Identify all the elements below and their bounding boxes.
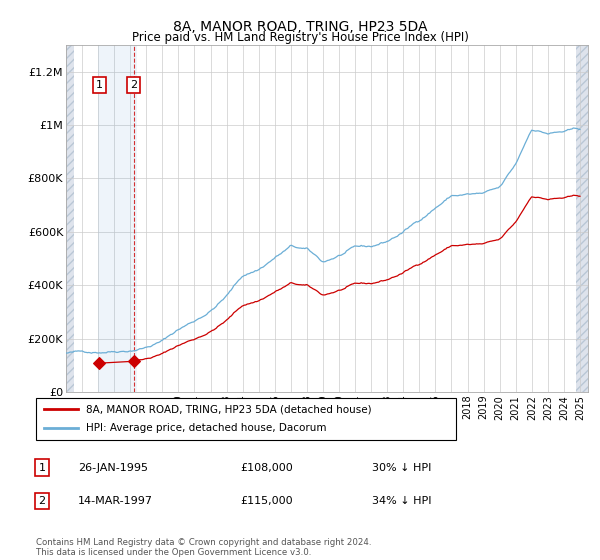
Text: HPI: Average price, detached house, Dacorum: HPI: Average price, detached house, Daco…	[86, 423, 327, 433]
Text: 1: 1	[38, 463, 46, 473]
Text: 14-MAR-1997: 14-MAR-1997	[78, 496, 153, 506]
Text: 26-JAN-1995: 26-JAN-1995	[78, 463, 148, 473]
Text: 1: 1	[96, 80, 103, 90]
Text: Price paid vs. HM Land Registry's House Price Index (HPI): Price paid vs. HM Land Registry's House …	[131, 31, 469, 44]
Text: 2: 2	[130, 80, 137, 90]
Text: 2: 2	[38, 496, 46, 506]
Text: £108,000: £108,000	[240, 463, 293, 473]
FancyBboxPatch shape	[36, 398, 456, 440]
Text: 30% ↓ HPI: 30% ↓ HPI	[372, 463, 431, 473]
Text: 8A, MANOR ROAD, TRING, HP23 5DA (detached house): 8A, MANOR ROAD, TRING, HP23 5DA (detache…	[86, 404, 372, 414]
Bar	[576, 45, 588, 392]
Bar	[98, 45, 137, 392]
Point	[94, 358, 104, 367]
Text: 34% ↓ HPI: 34% ↓ HPI	[372, 496, 431, 506]
Text: Contains HM Land Registry data © Crown copyright and database right 2024.
This d: Contains HM Land Registry data © Crown c…	[36, 538, 371, 557]
Point	[129, 357, 139, 366]
Text: £115,000: £115,000	[240, 496, 293, 506]
Text: 8A, MANOR ROAD, TRING, HP23 5DA: 8A, MANOR ROAD, TRING, HP23 5DA	[173, 20, 427, 34]
Bar	[66, 45, 74, 392]
